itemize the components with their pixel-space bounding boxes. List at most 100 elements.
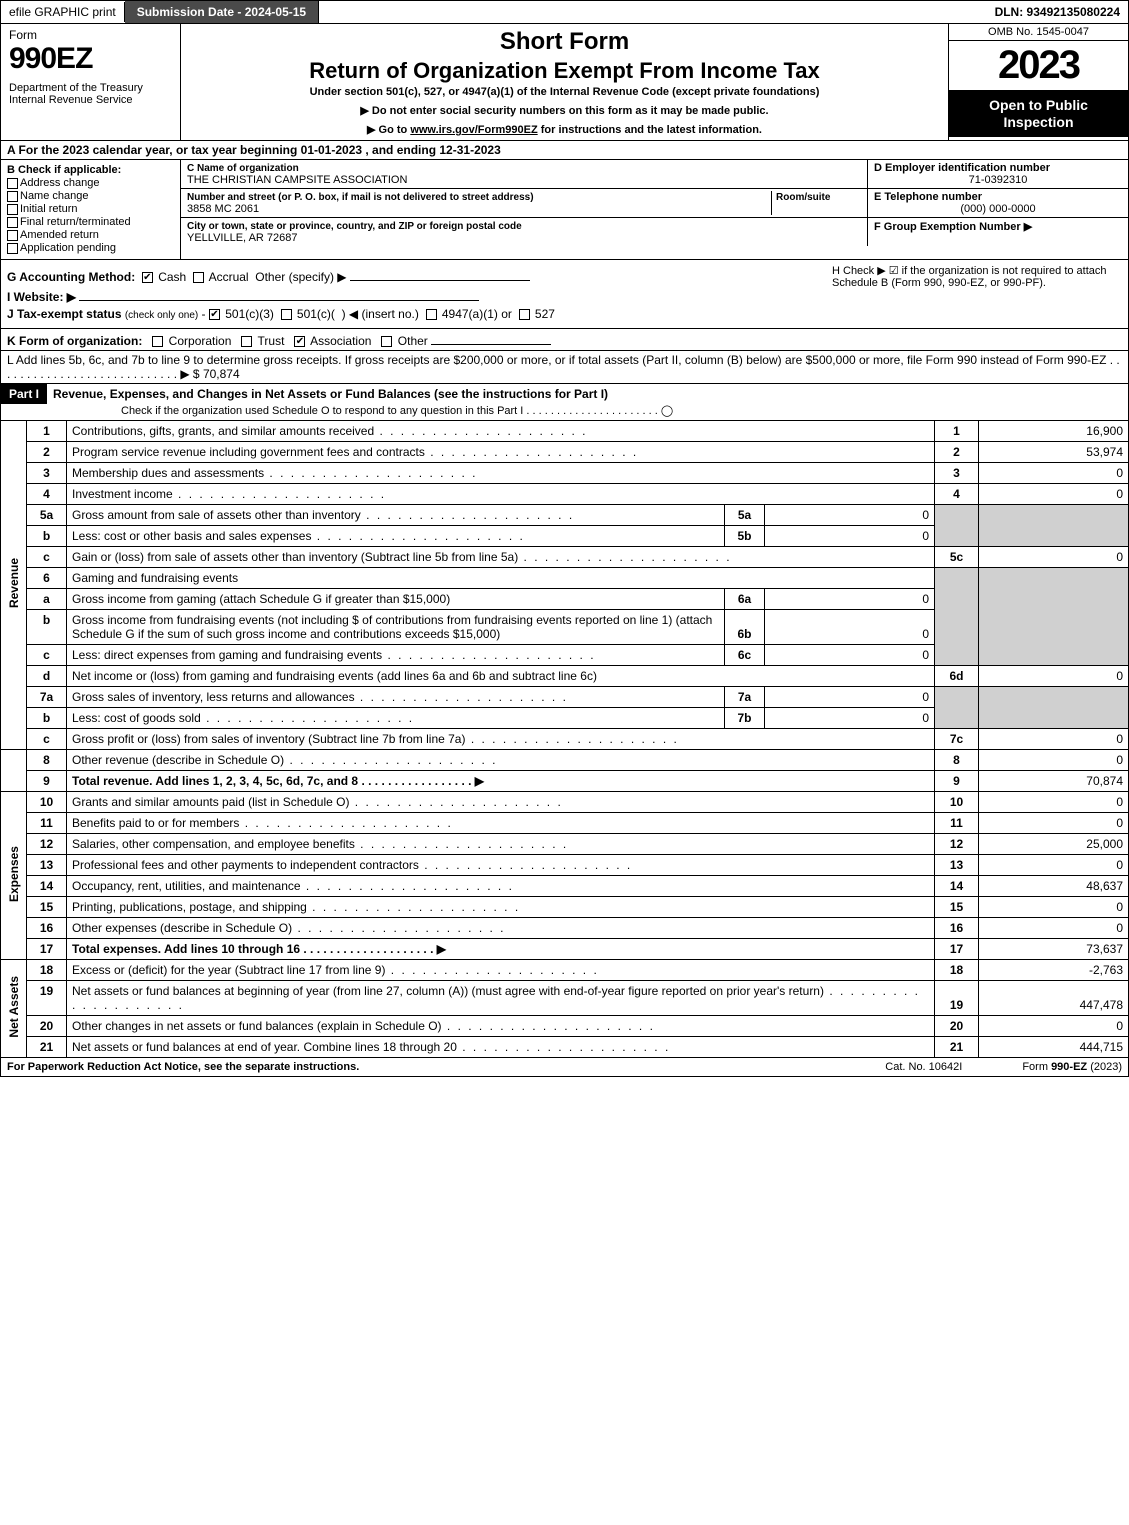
box-c: C Name of organization THE CHRISTIAN CAM… bbox=[181, 160, 868, 246]
amt-11: 0 bbox=[979, 813, 1129, 834]
ein: 71-0392310 bbox=[874, 174, 1122, 186]
innum-5a: 5a bbox=[725, 505, 765, 526]
chk-501c3[interactable] bbox=[209, 309, 220, 320]
chk-application-pending[interactable]: Application pending bbox=[7, 242, 174, 254]
desc-9: Total revenue. Add lines 1, 2, 3, 4, 5c,… bbox=[72, 774, 484, 788]
desc-7c: Gross profit or (loss) from sales of inv… bbox=[72, 732, 679, 746]
amt-18: -2,763 bbox=[979, 960, 1129, 981]
desc-6b: Gross income from fundraising events (no… bbox=[67, 610, 725, 645]
desc-14: Occupancy, rent, utilities, and maintena… bbox=[72, 879, 514, 893]
innum-5b: 5b bbox=[725, 526, 765, 547]
chk-assoc[interactable] bbox=[294, 336, 305, 347]
expenses-sidelabel: Expenses bbox=[1, 792, 27, 960]
num-5c: 5c bbox=[935, 547, 979, 568]
chk-address-change[interactable]: Address change bbox=[7, 177, 174, 189]
amt-3: 0 bbox=[979, 463, 1129, 484]
desc-5c: Gain or (loss) from sale of assets other… bbox=[72, 550, 732, 564]
desc-8: Other revenue (describe in Schedule O) bbox=[72, 753, 497, 767]
ln-6c: c bbox=[27, 645, 67, 666]
org-street: 3858 MC 2061 bbox=[187, 203, 259, 215]
ln-5c: c bbox=[27, 547, 67, 568]
desc-12: Salaries, other compensation, and employ… bbox=[72, 837, 568, 851]
irs-link[interactable]: www.irs.gov/Form990EZ bbox=[410, 124, 537, 136]
header-left: Form 990EZ Department of the Treasury In… bbox=[1, 24, 181, 140]
num-9: 9 bbox=[935, 771, 979, 792]
amt-12: 25,000 bbox=[979, 834, 1129, 855]
amt-16: 0 bbox=[979, 918, 1129, 939]
part1-header: Part I Revenue, Expenses, and Changes in… bbox=[0, 384, 1129, 421]
short-form-title: Short Form bbox=[189, 28, 940, 56]
desc-6c: Less: direct expenses from gaming and fu… bbox=[72, 648, 596, 662]
ln-6a: a bbox=[27, 589, 67, 610]
desc-3: Membership dues and assessments bbox=[72, 466, 477, 480]
efile-print[interactable]: efile GRAPHIC print bbox=[1, 2, 125, 22]
chk-cash[interactable] bbox=[142, 272, 153, 283]
chk-other[interactable] bbox=[381, 336, 392, 347]
chk-amended-return[interactable]: Amended return bbox=[7, 229, 174, 241]
num-11: 11 bbox=[935, 813, 979, 834]
num-16: 16 bbox=[935, 918, 979, 939]
line-a: A For the 2023 calendar year, or tax yea… bbox=[0, 141, 1129, 160]
ln-7a: 7a bbox=[27, 687, 67, 708]
num-1: 1 bbox=[935, 421, 979, 442]
subtitle: Under section 501(c), 527, or 4947(a)(1)… bbox=[189, 86, 940, 98]
ln-1: 1 bbox=[27, 421, 67, 442]
tax-year: 2023 bbox=[949, 41, 1128, 91]
ln-11: 11 bbox=[27, 813, 67, 834]
c-street-label: Number and street (or P. O. box, if mail… bbox=[187, 192, 534, 203]
chk-name-change[interactable]: Name change bbox=[7, 190, 174, 202]
inval-6c: 0 bbox=[765, 645, 935, 666]
part1-title: Revenue, Expenses, and Changes in Net As… bbox=[47, 384, 1128, 404]
netassets-sidelabel: Net Assets bbox=[1, 960, 27, 1058]
chk-527[interactable] bbox=[519, 309, 530, 320]
ln-6: 6 bbox=[27, 568, 67, 589]
chk-initial-return[interactable]: Initial return bbox=[7, 203, 174, 215]
ln-2: 2 bbox=[27, 442, 67, 463]
line-i: I Website: ▶ bbox=[7, 287, 1122, 304]
num-8: 8 bbox=[935, 750, 979, 771]
submission-date-pill: Submission Date - 2024-05-15 bbox=[125, 1, 319, 23]
desc-5a: Gross amount from sale of assets other t… bbox=[72, 508, 574, 522]
amt-17: 73,637 bbox=[979, 939, 1129, 960]
amt-2: 53,974 bbox=[979, 442, 1129, 463]
chk-accrual[interactable] bbox=[193, 272, 204, 283]
ln-4: 4 bbox=[27, 484, 67, 505]
shade-7 bbox=[935, 687, 979, 729]
c-room-label: Room/suite bbox=[776, 192, 830, 203]
org-name: THE CHRISTIAN CAMPSITE ASSOCIATION bbox=[187, 174, 407, 186]
inval-7b: 0 bbox=[765, 708, 935, 729]
num-3: 3 bbox=[935, 463, 979, 484]
ln-12: 12 bbox=[27, 834, 67, 855]
dln: DLN: 93492135080224 bbox=[987, 2, 1128, 22]
c-city-label: City or town, state or province, country… bbox=[187, 221, 522, 232]
main-title: Return of Organization Exempt From Incom… bbox=[189, 58, 940, 84]
desc-4: Investment income bbox=[72, 487, 386, 501]
amt-19: 447,478 bbox=[979, 981, 1129, 1016]
desc-15: Printing, publications, postage, and shi… bbox=[72, 900, 520, 914]
ln-6b: b bbox=[27, 610, 67, 645]
innum-7a: 7a bbox=[725, 687, 765, 708]
num-10: 10 bbox=[935, 792, 979, 813]
c-name-label: C Name of organization bbox=[187, 163, 299, 174]
telephone: (000) 000-0000 bbox=[874, 203, 1122, 215]
footer-right: Form 990-EZ (2023) bbox=[1022, 1061, 1122, 1073]
part1-sub: Check if the organization used Schedule … bbox=[1, 404, 1128, 420]
goto-pre: ▶ Go to bbox=[367, 124, 410, 136]
amt-9: 70,874 bbox=[979, 771, 1129, 792]
amt-13: 0 bbox=[979, 855, 1129, 876]
d-label: D Employer identification number bbox=[874, 162, 1050, 174]
page-footer: For Paperwork Reduction Act Notice, see … bbox=[0, 1058, 1129, 1077]
chk-final-return[interactable]: Final return/terminated bbox=[7, 216, 174, 228]
line-h: H Check ▶ ☑ if the organization is not r… bbox=[832, 264, 1122, 289]
num-6d: 6d bbox=[935, 666, 979, 687]
num-21: 21 bbox=[935, 1037, 979, 1058]
f-label: F Group Exemption Number ▶ bbox=[874, 221, 1032, 233]
chk-trust[interactable] bbox=[241, 336, 252, 347]
num-20: 20 bbox=[935, 1016, 979, 1037]
ln-18: 18 bbox=[27, 960, 67, 981]
chk-501c[interactable] bbox=[281, 309, 292, 320]
chk-4947[interactable] bbox=[426, 309, 437, 320]
num-19: 19 bbox=[935, 981, 979, 1016]
chk-corp[interactable] bbox=[152, 336, 163, 347]
num-14: 14 bbox=[935, 876, 979, 897]
